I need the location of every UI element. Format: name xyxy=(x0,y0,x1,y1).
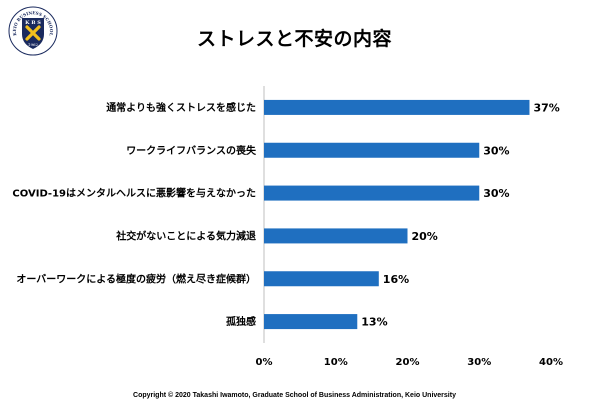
data-label: 16% xyxy=(383,273,409,286)
bar xyxy=(264,99,530,115)
data-label: 13% xyxy=(361,316,387,329)
kbs-logo: KEIO BUSINESS SCHOOL K B S 1962 xyxy=(8,6,58,56)
data-label: 30% xyxy=(483,144,509,157)
x-tick-label: 0% xyxy=(256,357,273,368)
category-label: ワークライフバランスの喪失 xyxy=(126,144,257,157)
page-title: ストレスと不安の内容 xyxy=(196,28,392,50)
copyright-text: Copyright © 2020 Takashi Iwamoto, Gradua… xyxy=(133,392,456,399)
category-label: COVID-19はメンタルヘルスに悪影響を与えなかった xyxy=(12,187,256,200)
bar xyxy=(264,271,379,287)
x-tick-label: 20% xyxy=(396,357,420,368)
data-label: 20% xyxy=(412,230,438,243)
x-tick-label: 40% xyxy=(539,357,563,368)
bar xyxy=(264,142,480,158)
logo-year: 1962 xyxy=(28,42,39,47)
data-label: 30% xyxy=(483,187,509,200)
x-tick-label: 10% xyxy=(324,357,348,368)
category-label: 社交がないことによる気力減退 xyxy=(115,229,256,242)
category-label: オーバーワークによる極度の疲労（燃え尽き症候群） xyxy=(16,272,256,285)
x-tick-label: 30% xyxy=(467,357,491,368)
bar xyxy=(264,314,358,330)
bar xyxy=(264,185,480,201)
bar xyxy=(264,228,408,244)
logo-letters: K B S xyxy=(25,20,41,26)
category-label: 通常よりも強くストレスを感じた xyxy=(106,101,256,114)
data-label: 37% xyxy=(533,101,559,114)
category-label: 孤独感 xyxy=(226,315,256,328)
